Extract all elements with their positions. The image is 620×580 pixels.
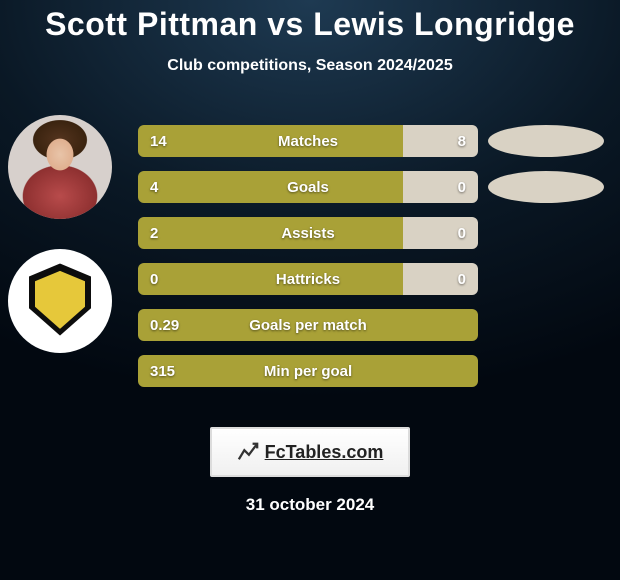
player2-avatar: [8, 249, 112, 353]
stat-value-right: 0: [458, 271, 466, 288]
stat-value-left: 4: [150, 179, 158, 196]
stat-bar-right: [403, 217, 478, 249]
footer-date: 31 october 2024: [0, 495, 620, 515]
comparison-content: 14 8 Matches 4 0 Goals 2 0 Assists 0 0 Hattricks 0.2…: [0, 115, 620, 405]
chart-icon: [237, 441, 259, 463]
avatar-column: [8, 115, 128, 353]
stat-bar-left: [138, 217, 403, 249]
stat-metric-label: Goals per match: [249, 317, 367, 334]
stat-row: 0 0 Hattricks: [138, 263, 478, 295]
stat-value-right: 0: [458, 225, 466, 242]
stat-metric-label: Hattricks: [276, 271, 340, 288]
page-title: Scott Pittman vs Lewis Longridge: [0, 0, 620, 43]
stat-bar-left: [138, 263, 403, 295]
stat-bar-left: [138, 171, 403, 203]
stat-value-left: 0: [150, 271, 158, 288]
stat-row: 0.29 Goals per match: [138, 309, 478, 341]
stat-metric-label: Goals: [287, 179, 329, 196]
stat-value-left: 315: [150, 363, 175, 380]
stat-ellipse: [488, 125, 604, 157]
stat-row: 315 Min per goal: [138, 355, 478, 387]
stat-bar-right: [403, 171, 478, 203]
fctables-label: FcTables.com: [265, 442, 384, 463]
club-crest-icon: [8, 249, 112, 353]
stat-bar-right: [403, 125, 478, 157]
stat-bar-left: [138, 125, 403, 157]
player1-avatar: [8, 115, 112, 219]
stat-ellipse: [488, 171, 604, 203]
page-subtitle: Club competitions, Season 2024/2025: [0, 57, 620, 75]
stat-rows: 14 8 Matches 4 0 Goals 2 0 Assists 0 0 Hattricks 0.2…: [138, 125, 478, 387]
ellipse-column: [488, 125, 604, 387]
stat-metric-label: Matches: [278, 133, 338, 150]
stat-value-right: 0: [458, 179, 466, 196]
stat-value-left: 2: [150, 225, 158, 242]
stat-value-left: 0.29: [150, 317, 179, 334]
stat-row: 2 0 Assists: [138, 217, 478, 249]
stat-metric-label: Assists: [281, 225, 334, 242]
player-photo: [8, 115, 112, 219]
stat-row: 14 8 Matches: [138, 125, 478, 157]
stat-row: 4 0 Goals: [138, 171, 478, 203]
stat-bar-right: [403, 263, 478, 295]
stat-metric-label: Min per goal: [264, 363, 352, 380]
stat-value-right: 8: [458, 133, 466, 150]
stat-value-left: 14: [150, 133, 167, 150]
fctables-link[interactable]: FcTables.com: [210, 427, 410, 477]
